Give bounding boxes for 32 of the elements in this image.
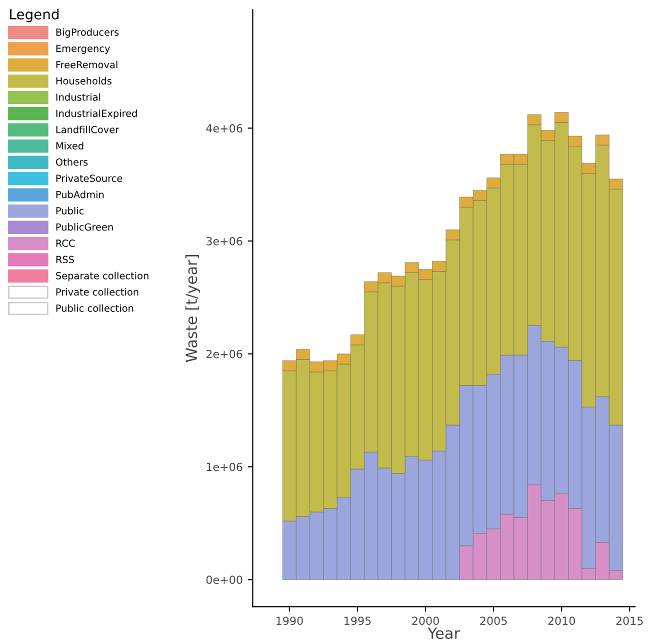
legend-label: Others bbox=[56, 158, 88, 166]
legend-label: PubAdmin bbox=[56, 190, 104, 198]
y-tick-label: 2e+06 bbox=[206, 350, 242, 358]
legend-label: LandfillCover bbox=[56, 126, 120, 134]
y-tick-label: 1e+06 bbox=[206, 462, 242, 472]
y-tick-label: 4e+06 bbox=[206, 124, 242, 133]
legend-label: Emergency bbox=[56, 44, 110, 54]
legend-label: BigProducers bbox=[56, 28, 119, 38]
x-axis-title: Year bbox=[428, 628, 460, 639]
legend-label: PublicGreen bbox=[56, 223, 113, 231]
legend-label: Private collection bbox=[56, 288, 138, 296]
legend-title: Legend bbox=[10, 8, 59, 22]
legend-label: RCC bbox=[56, 240, 75, 247]
x-tick-label: 2000 bbox=[412, 616, 439, 626]
legend-label: RSS bbox=[56, 256, 74, 264]
legend-label: Public collection bbox=[56, 304, 134, 312]
legend-label: IndustrialExpired bbox=[56, 110, 137, 119]
x-tick-label: 1990 bbox=[276, 616, 303, 626]
x-tick-label: 2005 bbox=[480, 616, 507, 626]
legend-label: Public bbox=[56, 206, 84, 214]
legend-label: Separate collection bbox=[56, 272, 148, 282]
y-axis-title: Waste [t/year] bbox=[185, 255, 200, 362]
legend-label: Mixed bbox=[56, 142, 84, 150]
x-tick-label: 1995 bbox=[344, 616, 371, 626]
x-tick-label: 2010 bbox=[548, 616, 575, 626]
x-tick-label: 2015 bbox=[616, 616, 643, 626]
legend-label: Industrial bbox=[56, 93, 100, 101]
legend-label: PrivateSource bbox=[56, 174, 122, 182]
y-tick-label: 3e+06 bbox=[206, 236, 242, 246]
y-tick-label: 0e+00 bbox=[206, 576, 242, 584]
legend-label: FreeRemoval bbox=[56, 60, 118, 68]
legend-label: Households bbox=[56, 77, 112, 85]
